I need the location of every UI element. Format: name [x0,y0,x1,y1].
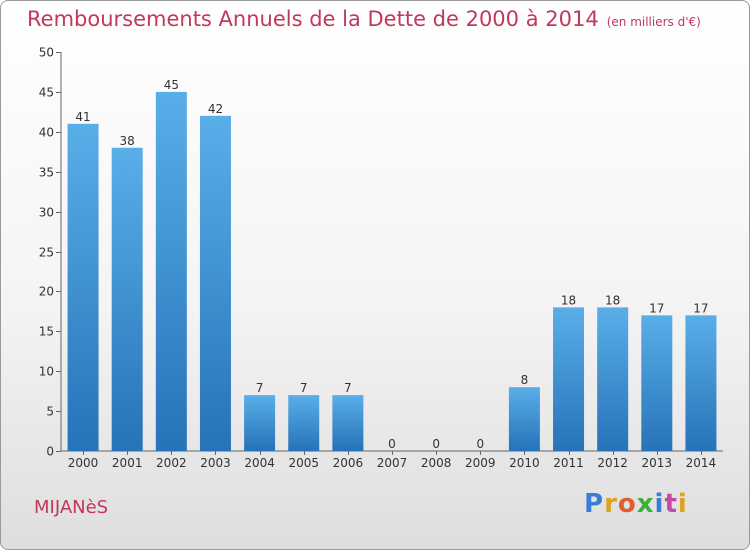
value-label: 38 [120,134,135,148]
x-tick-label: 2011 [553,456,584,470]
x-tick-label: 2009 [465,456,496,470]
y-tick-label: 25 [39,246,54,260]
y-tick-label: 35 [39,166,54,180]
value-label: 18 [561,293,576,307]
chart-axes: 0 5 10 15 20 25 30 35 40 45 50 [39,46,723,459]
value-label: 7 [256,381,264,395]
y-tick-label: 15 [39,325,54,339]
value-label: 7 [344,381,352,395]
x-tick-label: 2005 [288,456,319,470]
y-tick-label: 20 [39,285,54,299]
x-tick-label: 2004 [244,456,275,470]
value-label: 17 [693,301,708,315]
x-tick-label: 2000 [68,456,99,470]
value-label: 0 [476,437,484,451]
bar [597,307,629,451]
x-tick-label: 2006 [333,456,364,470]
x-tick-label: 2007 [377,456,408,470]
x-tick-label: 2013 [642,456,673,470]
bar [155,91,187,452]
y-tick-label: 10 [39,365,54,379]
bar [508,387,540,451]
chart-bars [67,91,717,452]
commune-name: MIJANèS [34,497,109,518]
y-tick-label: 50 [39,46,54,60]
value-label: 0 [388,437,396,451]
x-tick-label: 2010 [509,456,540,470]
value-label: 42 [208,102,223,116]
x-tick-label: 2014 [686,456,717,470]
value-label: 7 [300,381,308,395]
value-label: 18 [605,293,620,307]
chart-unit: (en milliers d'€) [606,15,701,29]
bar [288,395,320,451]
value-label: 17 [649,301,664,315]
bar [244,395,276,451]
value-label: 8 [521,373,529,387]
x-tick-label: 2001 [112,456,143,470]
x-tick-label: 2002 [156,456,187,470]
value-label: 45 [164,78,179,92]
x-tick-label: 2012 [597,456,628,470]
bar [685,315,717,451]
proxiti-logo: Proxiti [584,489,688,519]
bar [641,315,673,451]
y-tick-label: 0 [46,445,54,459]
bar [111,147,143,451]
bar [199,115,231,451]
chart-title: Remboursements Annuels de la Dette de 20… [27,7,701,31]
bar [332,395,364,451]
x-tick-label: 2003 [200,456,231,470]
value-label: 0 [432,437,440,451]
value-label: 41 [75,110,90,124]
bar [553,307,585,451]
y-tick-label: 40 [39,126,54,140]
bar [67,123,99,451]
y-tick-label: 45 [39,86,54,100]
x-tick-label: 2008 [421,456,452,470]
chart-labels: 41 2000 38 2001 45 2002 42 2003 7 2004 7 2005 7 2006 0… [68,78,716,470]
y-tick-label: 30 [39,206,54,220]
chart-title-text: Remboursements Annuels de la Dette de 20… [27,7,599,31]
y-tick-label: 5 [46,405,54,419]
